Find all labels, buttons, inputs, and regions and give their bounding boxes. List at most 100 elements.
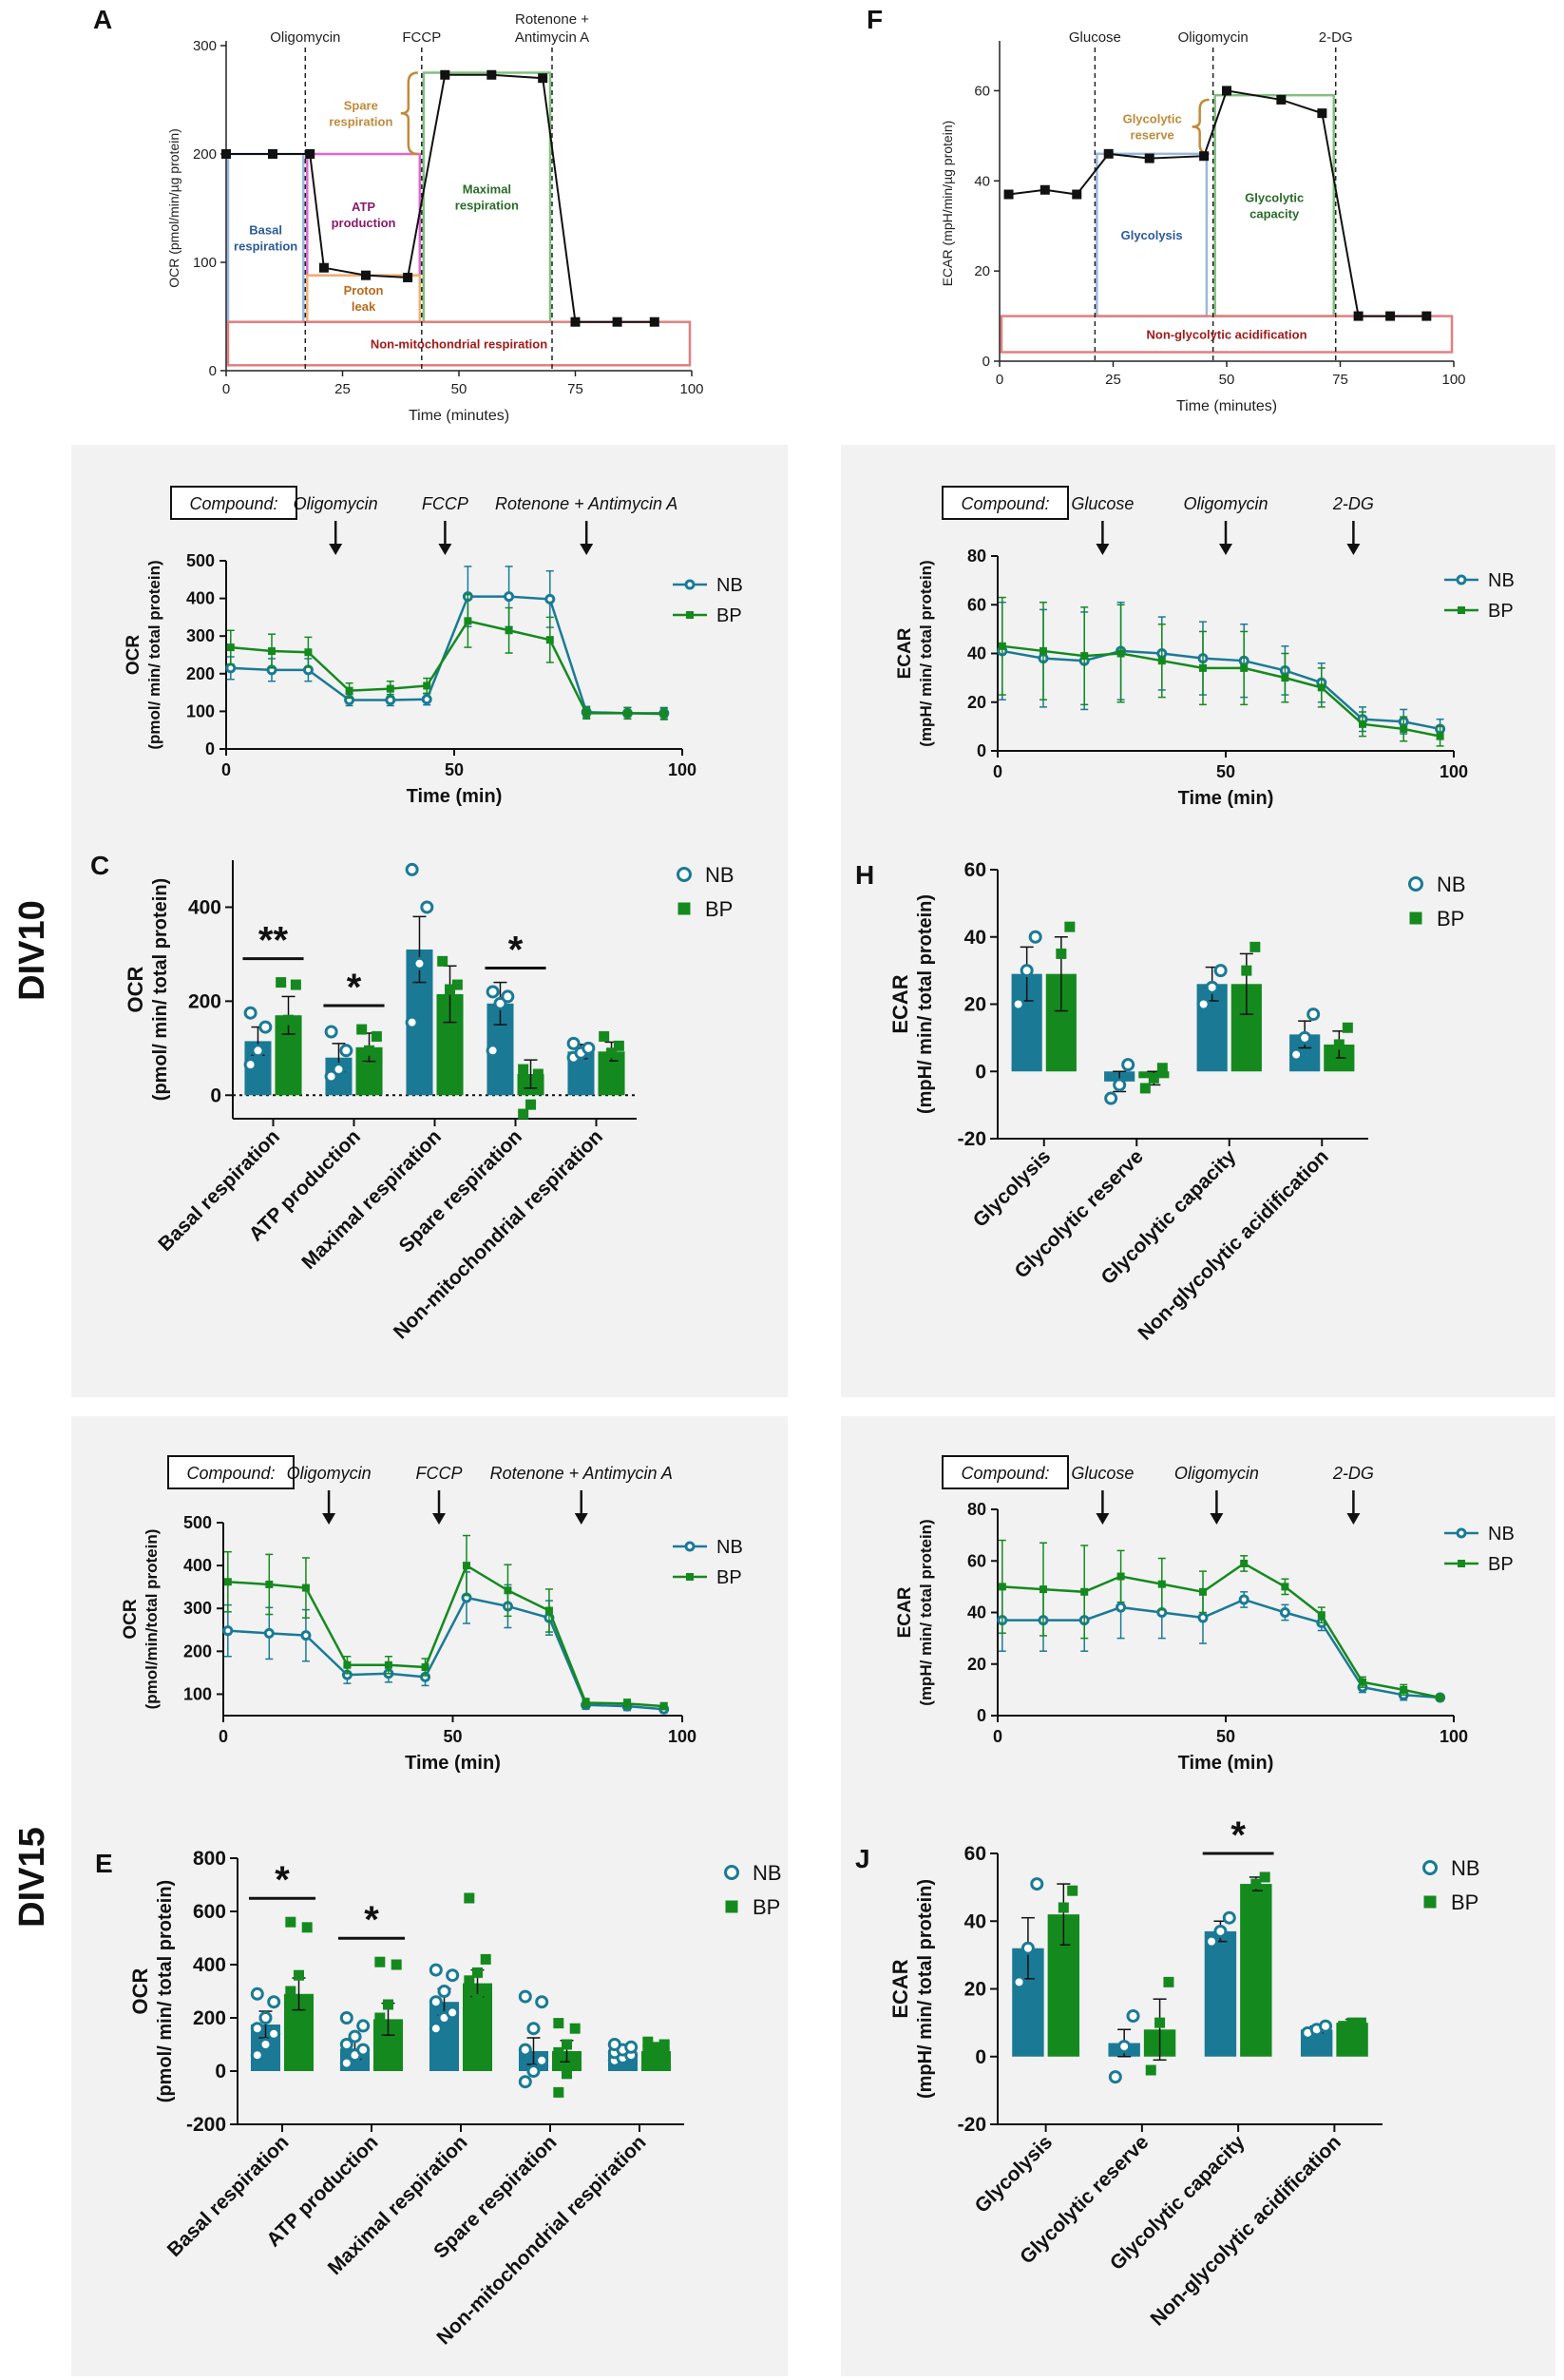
region-label-3: Maximal bbox=[463, 182, 511, 197]
y-tick-label: 400 bbox=[188, 896, 221, 918]
data-point-bp bbox=[445, 984, 456, 995]
x-tick-label: 50 bbox=[451, 381, 467, 397]
panel-letter: J bbox=[855, 1844, 870, 1873]
data-point-nb bbox=[339, 2038, 353, 2051]
data-point-bp bbox=[569, 2023, 581, 2034]
y-tick-label: 300 bbox=[193, 38, 217, 54]
line-chart-i: ICompound:GlucoseOligomycin2-DG020406080… bbox=[895, 1455, 1515, 1774]
series-point-bp bbox=[1080, 652, 1089, 661]
legend-marker-nb bbox=[684, 1541, 696, 1552]
data-point-nb bbox=[1012, 1975, 1026, 1989]
series-point-bp bbox=[659, 1702, 668, 1711]
series-point-bp bbox=[304, 648, 313, 657]
data-point-nb bbox=[258, 1020, 273, 1034]
legend-marker-bp bbox=[725, 1900, 738, 1913]
series-point-bp bbox=[1359, 1678, 1366, 1686]
data-point-bp bbox=[437, 955, 448, 967]
trace-point bbox=[1421, 311, 1432, 321]
injection-arrowhead-2 bbox=[574, 1513, 588, 1525]
data-point-bp bbox=[1325, 1056, 1336, 1067]
series-point-bp bbox=[1080, 1587, 1089, 1596]
series-line-bp bbox=[1001, 644, 1440, 738]
injection-label-2: 2-DG bbox=[1332, 494, 1374, 513]
series-point-bp bbox=[464, 617, 472, 625]
data-point-bp bbox=[553, 2018, 564, 2029]
data-point-bp bbox=[1156, 1063, 1168, 1074]
trace-point bbox=[649, 317, 659, 327]
data-point-bp bbox=[1163, 1976, 1174, 1987]
data-point-bp bbox=[283, 1014, 295, 1026]
trace-point bbox=[1103, 148, 1114, 159]
data-point-nb bbox=[339, 2056, 353, 2070]
data-point-bp bbox=[383, 1999, 394, 2010]
panel-bg-div10-right bbox=[841, 445, 1555, 1397]
significance-star: ** bbox=[258, 920, 289, 962]
data-point-nb bbox=[243, 1006, 257, 1020]
trace-point bbox=[305, 149, 315, 159]
data-point-bp bbox=[374, 2052, 386, 2063]
region-label-1-l2: capacity bbox=[1249, 206, 1300, 221]
data-point-nb bbox=[535, 1995, 549, 2009]
legend-label-nb: NB bbox=[1488, 570, 1515, 591]
data-point-nb bbox=[446, 1968, 460, 1983]
data-point-bp bbox=[651, 2049, 662, 2061]
series-point-nb bbox=[1116, 1602, 1127, 1613]
trace-point bbox=[1072, 189, 1082, 200]
data-point-bp bbox=[451, 979, 463, 990]
data-point-nb bbox=[251, 1044, 265, 1058]
legend-label-nb: NB bbox=[716, 1537, 743, 1558]
y-axis-label: OCR bbox=[124, 966, 147, 1012]
y-tick-label: 80 bbox=[967, 1500, 986, 1519]
data-point-nb bbox=[267, 1995, 281, 2009]
legend-label-nb: NB bbox=[1437, 873, 1466, 896]
data-point-nb bbox=[332, 1063, 346, 1077]
trace-point bbox=[440, 69, 450, 80]
legend-marker-bp bbox=[1409, 912, 1422, 925]
series-point-nb bbox=[385, 695, 396, 706]
data-point-nb bbox=[405, 862, 419, 876]
data-point-bp bbox=[290, 979, 301, 990]
brace-label-l2: respiration bbox=[329, 114, 392, 128]
injection-label-1: FCCP bbox=[402, 29, 441, 46]
series-line-nb bbox=[1001, 649, 1440, 731]
y-tick-label: 200 bbox=[193, 146, 217, 163]
x-tick-label: 100 bbox=[668, 760, 696, 779]
data-point-bp bbox=[356, 1024, 368, 1035]
line-chart-g: GCompound:GlucoseOligomycin2-DG020406080… bbox=[895, 486, 1515, 809]
y-axis-label-units: (pmol/min/total protein) bbox=[143, 1529, 161, 1710]
injection-label-2-l2: Antimycin A bbox=[515, 29, 589, 46]
y-axis-label: OCR (pmol/min/µg protein) bbox=[166, 128, 181, 288]
data-point-nb bbox=[535, 2053, 549, 2067]
y-tick-label: 20 bbox=[974, 263, 990, 279]
legend-label-bp: BP bbox=[716, 1567, 742, 1588]
series-point-nb bbox=[263, 1627, 275, 1639]
series-point-nb bbox=[225, 662, 237, 674]
series-point-bp bbox=[301, 1583, 310, 1592]
panel-letter: E bbox=[95, 1849, 113, 1878]
legend-label-nb: NB bbox=[1488, 1524, 1515, 1545]
data-point-bp bbox=[1342, 1022, 1353, 1033]
injection-arrowhead-2 bbox=[1346, 1513, 1361, 1525]
x-tick-label: 50 bbox=[445, 760, 464, 779]
trace-point bbox=[1199, 151, 1210, 162]
data-point-bp bbox=[1333, 1039, 1345, 1050]
data-point-nb bbox=[1113, 1078, 1127, 1092]
series-line-bp bbox=[230, 619, 664, 716]
compound-label: Compound: bbox=[186, 1464, 275, 1483]
region-label-4: Non-mitochondrial respiration bbox=[371, 337, 547, 352]
x-axis-label: Time (min) bbox=[405, 1753, 501, 1774]
series-point-nb bbox=[1279, 1607, 1290, 1618]
data-point-bp bbox=[364, 1045, 375, 1056]
compound-box bbox=[942, 1455, 1069, 1489]
series-point-bp bbox=[504, 1586, 512, 1595]
y-tick-label: 60 bbox=[967, 595, 986, 614]
data-point-nb bbox=[1205, 1934, 1219, 1948]
x-axis-label: Time (minutes) bbox=[409, 408, 509, 424]
legend-label-bp: BP bbox=[705, 897, 733, 921]
x-tick-label: 100 bbox=[1441, 372, 1465, 388]
injection-arrowhead-2 bbox=[580, 544, 594, 555]
data-point-bp bbox=[1145, 2064, 1156, 2076]
data-point-nb bbox=[429, 1995, 443, 2009]
data-point-nb bbox=[1289, 1047, 1304, 1062]
injection-label-0: Glucose bbox=[1071, 1464, 1134, 1483]
